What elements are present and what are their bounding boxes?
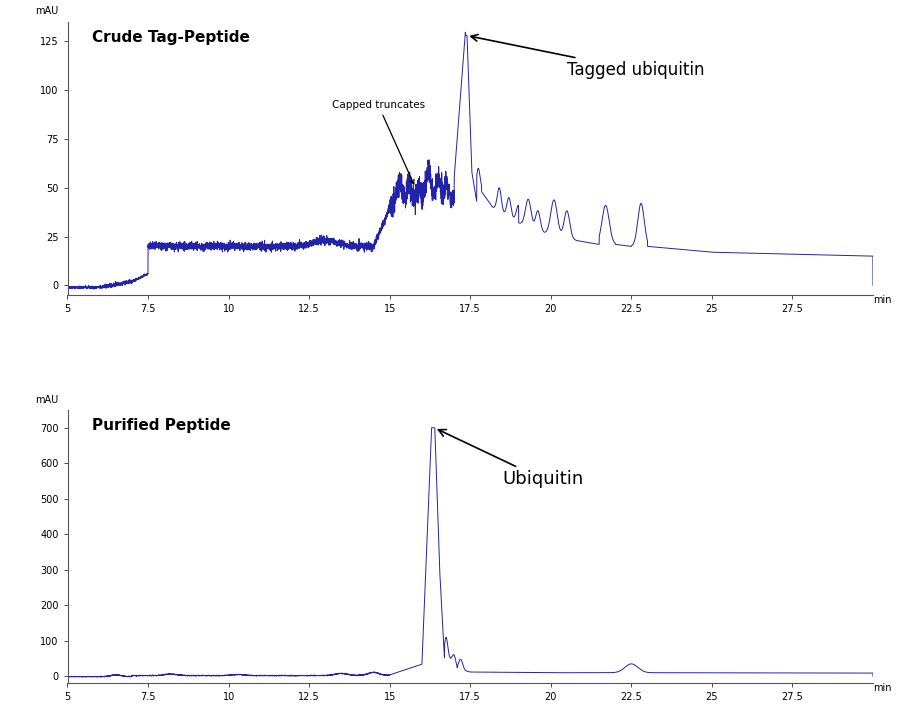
Text: Crude Tag-Peptide: Crude Tag-Peptide [92,30,249,45]
Text: Ubiquitin: Ubiquitin [438,430,584,489]
Text: Purified Peptide: Purified Peptide [92,418,230,433]
Text: mAU: mAU [35,395,58,404]
Text: min: min [873,295,892,305]
Text: Tagged ubiquitin: Tagged ubiquitin [471,34,705,79]
Text: mAU: mAU [35,7,58,16]
Text: Capped truncates: Capped truncates [332,100,425,184]
Text: min: min [873,683,892,694]
